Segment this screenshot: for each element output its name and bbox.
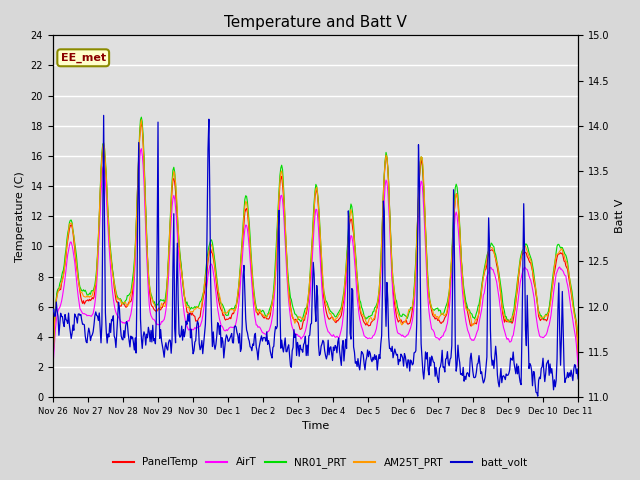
Y-axis label: Temperature (C): Temperature (C) <box>15 171 25 262</box>
X-axis label: Time: Time <box>302 421 329 432</box>
Text: EE_met: EE_met <box>61 53 106 63</box>
Y-axis label: Batt V: Batt V <box>615 199 625 233</box>
Legend: PanelTemp, AirT, NR01_PRT, AM25T_PRT, batt_volt: PanelTemp, AirT, NR01_PRT, AM25T_PRT, ba… <box>109 453 531 472</box>
Title: Temperature and Batt V: Temperature and Batt V <box>224 15 407 30</box>
